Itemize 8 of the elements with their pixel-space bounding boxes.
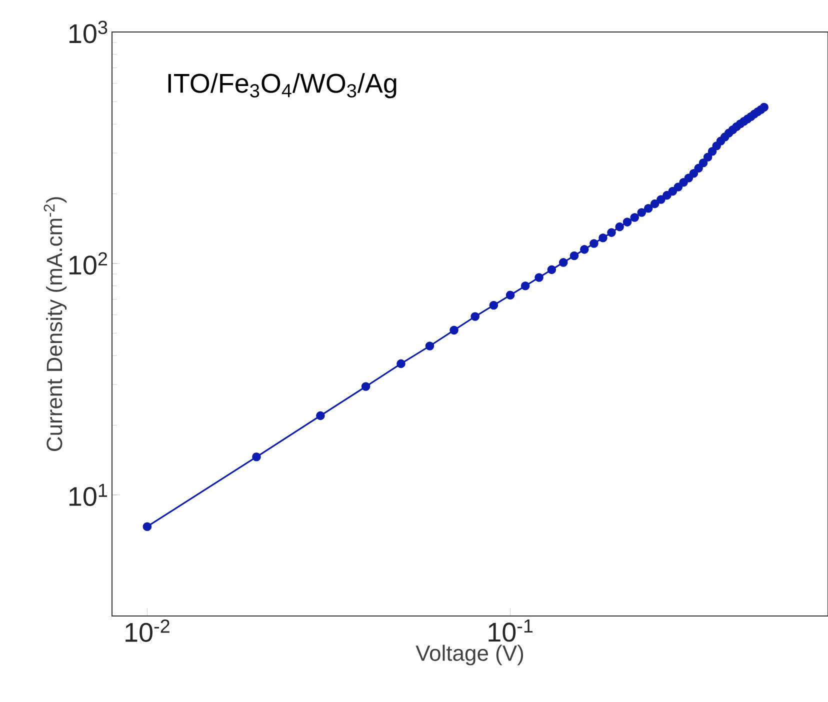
y-tick-label: 10$^{3}$ bbox=[70, 20, 108, 44]
y-tick-label: 10$^{2}$ bbox=[70, 252, 108, 275]
y-axis-title: Current Density (mA.cm$^{-2}$) bbox=[44, 197, 67, 451]
x-tick-label: 10$^{-2}$ bbox=[126, 619, 170, 642]
annotation: ITO/Fe$_{3}$O$_{4}$/WO$_{3}$/Ag bbox=[168, 73, 396, 98]
x-tick-label: 10$^{-1}$ bbox=[488, 620, 533, 642]
y-tick-label: 10$^{1}$ bbox=[70, 484, 108, 506]
x-axis-title: Voltage (V) bbox=[416, 644, 524, 666]
